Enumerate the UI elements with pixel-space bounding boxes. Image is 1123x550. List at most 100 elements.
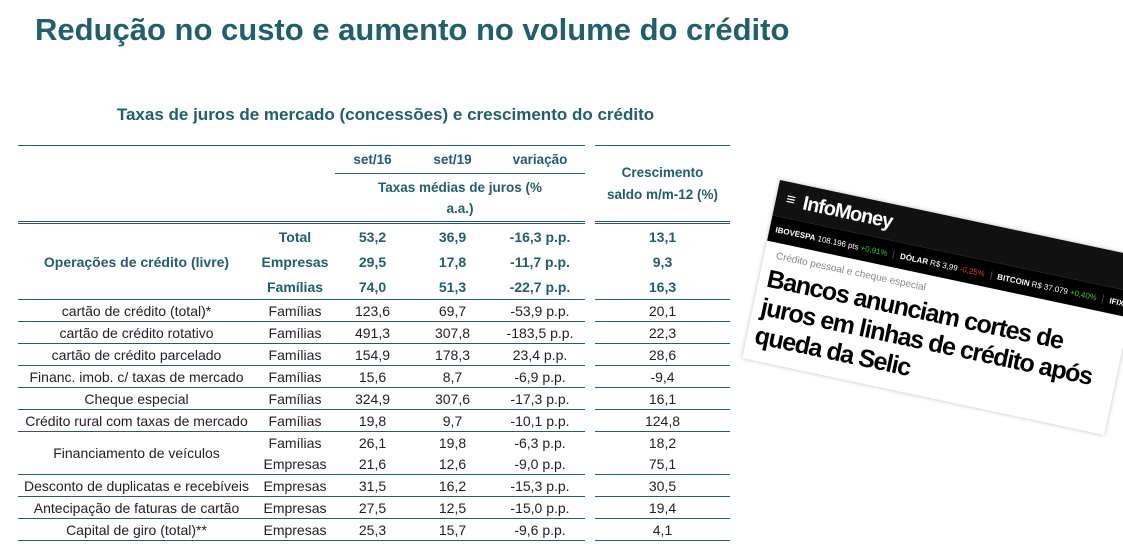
cell: 21,6 xyxy=(358,455,387,472)
cell: 31,5 xyxy=(335,474,410,497)
cell: 25,3 xyxy=(335,518,410,541)
cell: -9,6 p.p. xyxy=(495,518,585,541)
cell: 15,6 xyxy=(335,365,410,388)
cell xyxy=(585,497,595,519)
cell: -9,4 xyxy=(595,365,730,388)
table-row: Operações de crédito (livre) Total 53,2 36,… xyxy=(18,221,730,300)
table-row: Capital de giro (total)** Empresas 25,3 15,… xyxy=(18,518,730,541)
cell xyxy=(255,145,335,174)
ticker-change: +0,91% xyxy=(859,242,889,258)
cell xyxy=(18,174,255,223)
header-row: set/16 set/19 variação Crescimento saldo… xyxy=(18,145,730,223)
cell xyxy=(585,475,595,497)
row-label: Crédito rural com taxas de mercado xyxy=(18,409,255,432)
page-title: Redução no custo e aumento no volume do … xyxy=(35,12,790,47)
ticker-name: IFIX xyxy=(1108,295,1123,308)
cell: 307,6 xyxy=(410,387,495,410)
ticker-value: R$ 37.079 xyxy=(1030,279,1069,296)
cell: 16,3 xyxy=(648,278,677,295)
cell: Empresas xyxy=(255,474,335,497)
table-row: Crédito rural com taxas de mercado Famíli… xyxy=(18,409,730,432)
table-row: Financiamento de veículos Famílias 26,1 19,… xyxy=(18,431,730,475)
cell: -6,3 p.p. xyxy=(495,431,585,453)
ticker-name: DÓLAR xyxy=(899,251,930,266)
cell: 19,8 xyxy=(410,431,495,453)
row-label: Capital de giro (total)** xyxy=(18,518,255,541)
cell: Famílias xyxy=(255,343,335,366)
cell: 9,3 xyxy=(652,253,673,270)
row-label: cartão de crédito rotativo xyxy=(18,321,255,344)
cell: -53,9 p.p. xyxy=(495,299,585,322)
cell: 124,8 xyxy=(595,409,730,432)
menu-icon: ≡ xyxy=(784,190,798,210)
ticker-value: R$ 3,99 xyxy=(929,257,959,273)
table-row: Empresas 29,5 17,8 -11,7 p.p. 9,3 xyxy=(18,249,730,274)
cell: 123,6 xyxy=(335,299,410,322)
cell: 307,8 xyxy=(410,321,495,344)
cell: 28,6 xyxy=(595,343,730,366)
cell: -16,3 p.p. xyxy=(495,221,585,249)
cell: 18,2 xyxy=(595,431,730,453)
cell: 53,2 xyxy=(335,221,410,249)
cell xyxy=(585,366,595,388)
header-cell: set/16 xyxy=(335,145,410,174)
cell: Empresas xyxy=(261,253,329,270)
cell: 22,3 xyxy=(595,321,730,344)
table-row: cartão de crédito rotativo Famílias 491,3 3… xyxy=(18,321,730,344)
cell: 16,2 xyxy=(410,474,495,497)
header-row: Taxas médias de juros (% a.a.) xyxy=(18,174,730,223)
cell: 29,5 xyxy=(358,253,387,270)
row-label: cartão de crédito parcelado xyxy=(18,343,255,366)
cell: -9,0 p.p. xyxy=(514,455,566,472)
cell xyxy=(585,519,595,541)
cell xyxy=(585,322,595,344)
cell: Famílias xyxy=(255,321,335,344)
table-row: cartão de crédito parcelado Famílias 154,9… xyxy=(18,343,730,366)
cell: 491,3 xyxy=(335,321,410,344)
table-body: Operações de crédito (livre) Total 53,2 36,… xyxy=(18,221,730,541)
cell: Famílias xyxy=(255,365,335,388)
cell xyxy=(585,174,595,223)
table-row: Desconto de duplicatas e recebíveis Empre… xyxy=(18,474,730,497)
cell: 30,5 xyxy=(595,474,730,497)
ticker-change: -0,25% xyxy=(958,263,986,279)
table-row: Famílias 74,0 51,3 -22,7 p.p. 16,3 xyxy=(18,274,730,300)
row-label: Desconto de duplicatas e recebíveis xyxy=(18,474,255,497)
table-row: Financ. imob. c/ taxas de mercado Família… xyxy=(18,365,730,388)
row-label: Operações de crédito (livre) xyxy=(18,221,255,300)
cell: -10,1 p.p. xyxy=(495,409,585,432)
header-cell: Crescimento saldo m/m-12 (%) xyxy=(595,145,730,223)
cell: Empresas xyxy=(255,496,335,519)
cell xyxy=(18,145,255,174)
cell: -17,3 p.p. xyxy=(495,387,585,410)
news-screenshot: ≡ InfoMoney IBOVESPA 108.196 pts +0,91% DÓ… xyxy=(742,180,1123,435)
cell: 19,4 xyxy=(595,496,730,519)
cell: 4,1 xyxy=(595,518,730,541)
table-row: cartão de crédito (total)* Famílias 123,6 6… xyxy=(18,299,730,322)
cell xyxy=(585,146,595,174)
row-label: Financiamento de veículos xyxy=(18,431,255,475)
cell: 23,4 p.p. xyxy=(495,343,585,366)
cell: 26,1 xyxy=(335,431,410,453)
cell: Famílias xyxy=(255,299,335,322)
cell: 27,5 xyxy=(335,496,410,519)
cell: Total xyxy=(255,221,335,249)
cell: 20,1 xyxy=(595,299,730,322)
cell: -15,0 p.p. xyxy=(495,496,585,519)
cell xyxy=(585,388,595,410)
cell xyxy=(585,410,595,432)
cell: 17,8 xyxy=(438,253,467,270)
cell: 69,7 xyxy=(410,299,495,322)
cell: 154,9 xyxy=(335,343,410,366)
table-row: Empresas 21,6 12,6 -9,0 p.p. 75,1 xyxy=(18,453,730,475)
cell: Empresas xyxy=(263,455,327,472)
cell xyxy=(585,300,595,322)
cell: Famílias xyxy=(255,431,335,453)
cell: 324,9 xyxy=(335,387,410,410)
cell: 75,1 xyxy=(648,455,677,472)
cell: 8,7 xyxy=(410,365,495,388)
cell: 19,8 xyxy=(335,409,410,432)
cell: 12,5 xyxy=(410,496,495,519)
